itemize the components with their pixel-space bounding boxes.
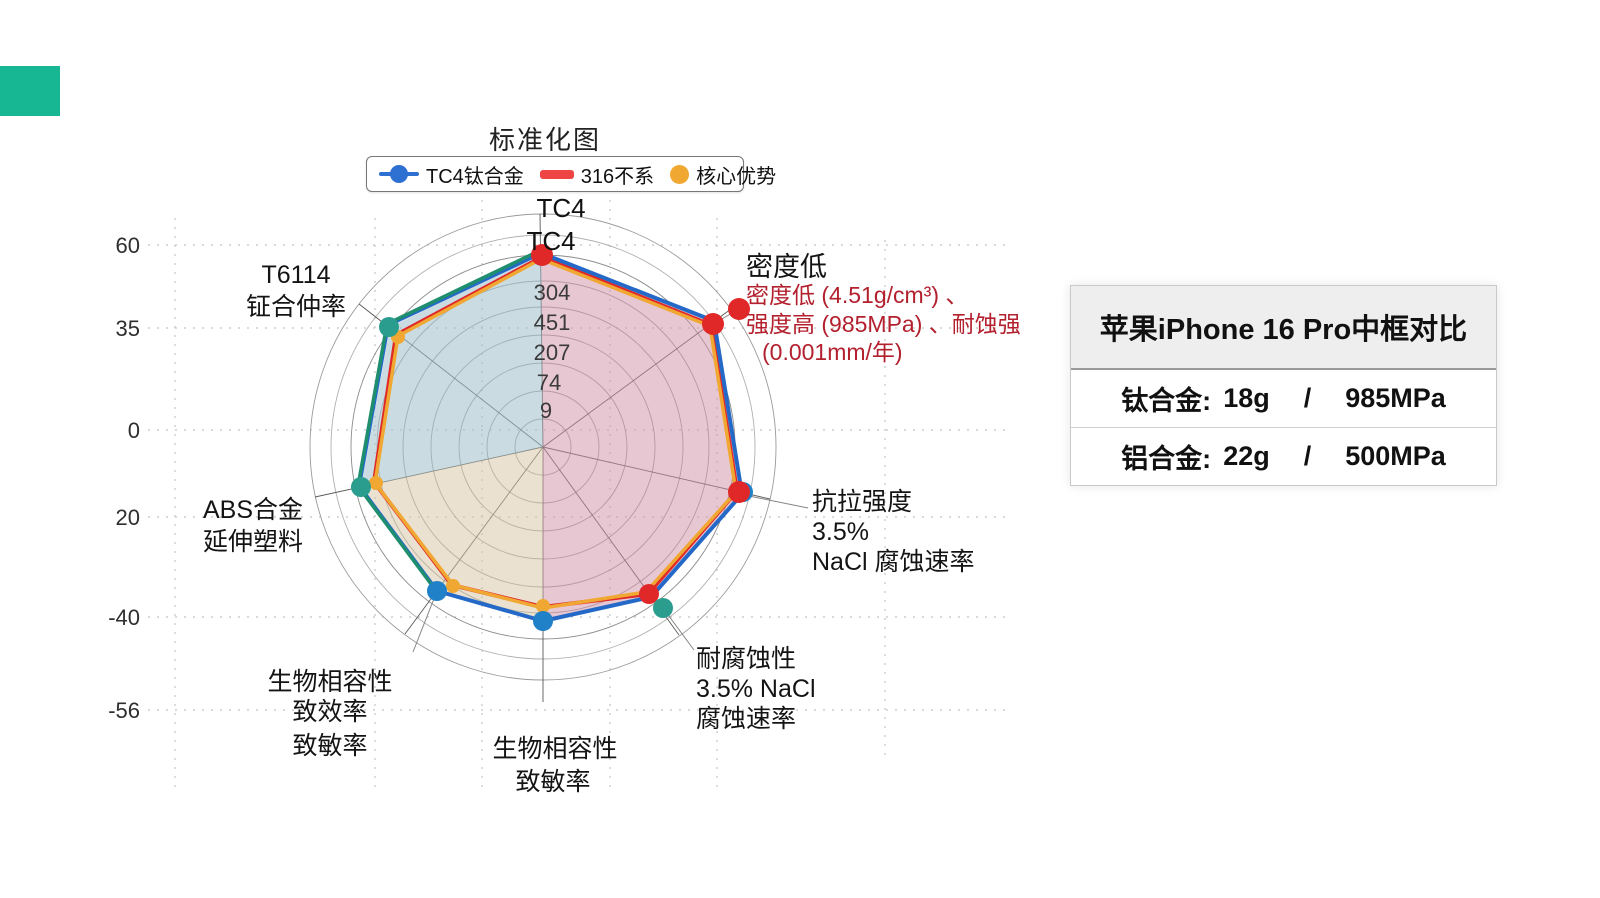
axis-label-left: 延伸塑料 — [203, 528, 303, 556]
axis-label-bottom: 致敏率 — [515, 768, 590, 796]
comparison-table-header: 苹果iPhone 16 Pro中框对比 — [1071, 286, 1496, 370]
axis-label-right: 3.5% — [812, 518, 869, 546]
row-strength: 500MPa — [1345, 441, 1446, 471]
row-separator: / — [1303, 383, 1312, 413]
axis-label-upper-left: T6114 — [261, 261, 330, 289]
chart-title: 标准化图 — [488, 125, 601, 155]
row-strength: 985MPa — [1345, 383, 1446, 413]
axis-label-bottom-left: 致敏率 — [292, 732, 367, 760]
radial-tick: 9 — [540, 398, 552, 423]
comparison-table: 苹果iPhone 16 Pro中框对比 钛合金: 18g / 985MPa 铝合… — [1070, 285, 1497, 486]
legend-item-core: 核心优势 — [670, 160, 776, 189]
series-green-line — [356, 248, 542, 590]
legend-item-tc4: TC4钛合金 — [379, 160, 524, 189]
marker-red — [702, 313, 724, 335]
axis-label-bottom-left: 致效率 — [292, 698, 367, 726]
leader-line — [412, 590, 438, 653]
axis-label-bottom: 生物相容性 — [492, 735, 617, 763]
marker-red — [728, 298, 750, 320]
annotation-line: 密度低 (4.51g/cm³) 、 — [746, 282, 968, 308]
marker-orange — [536, 599, 550, 613]
axis-label-upper-left: 钲合仲率 — [246, 293, 346, 321]
accent-block — [0, 66, 60, 116]
axis-label-upper-right: 密度低 — [746, 252, 827, 282]
axis-label-right: NaCl 腐蚀速率 — [812, 548, 975, 576]
legend-label-316: 316不系 — [580, 165, 655, 188]
marker-teal — [351, 477, 371, 497]
y-tick: -56 — [108, 698, 140, 723]
axis-label-right: 抗拉强度 — [812, 488, 912, 516]
marker-orange — [369, 476, 383, 490]
axis-label-bottom-left: 生物相容性 — [267, 668, 392, 696]
legend-label-tc4: TC4钛合金 — [426, 165, 524, 188]
axis-labels: T6114 钲合仲率 ABS合金 延伸塑料 生物相容性 致效率 致敏率 生物相容… — [203, 252, 975, 796]
marker-teal — [379, 317, 399, 337]
chart-legend: TC4钛合金 316不系 核心优势 — [366, 156, 776, 192]
red-dash-marker-icon — [539, 169, 574, 179]
marker-red — [531, 244, 553, 266]
radial-tick: 207 — [534, 340, 571, 365]
marker-blue — [427, 581, 447, 601]
legend-label-core: 核心优势 — [696, 165, 777, 188]
axis-label-lower-right: 耐腐蚀性 — [696, 645, 796, 673]
marker-red — [728, 481, 750, 503]
top-axis-label-outer: TC4 — [536, 193, 585, 223]
y-tick: 60 — [116, 233, 140, 258]
annotation-line: (0.001mm/年) — [762, 339, 903, 365]
marker-red — [639, 584, 659, 604]
top-axis-label-inner: TC4 — [526, 226, 575, 256]
fill-beige-wedge — [361, 447, 543, 621]
y-axis-tick-labels: 60 35 0 20 -40 -56 — [108, 233, 140, 723]
row-weight: 18g — [1223, 383, 1270, 413]
axis-label-lower-right: 3.5% NaCl — [696, 675, 816, 703]
marker-teal — [653, 598, 673, 618]
table-row: 钛合金: 18g / 985MPa — [1071, 370, 1496, 428]
blue-line-marker-icon — [379, 165, 419, 183]
y-tick: 35 — [116, 316, 140, 341]
annotation-red: 密度低 (4.51g/cm³) 、 强度高 (985MPa) 、耐蚀强 (0.0… — [746, 282, 1021, 365]
fill-blue-wedge — [361, 253, 543, 487]
table-row: 铝合金: 22g / 500MPa — [1071, 428, 1496, 485]
marker-orange — [446, 579, 460, 593]
dashed-grid — [148, 200, 1010, 790]
annotation-line: 强度高 (985MPa) 、耐蚀强 — [746, 311, 1021, 337]
fill-pink-wedge — [541, 253, 742, 621]
radial-tick: 451 — [534, 310, 571, 335]
axis-label-left: ABS合金 — [203, 496, 303, 524]
y-tick: -40 — [108, 605, 140, 630]
radial-tick: 304 — [534, 280, 571, 305]
radial-tick: 74 — [537, 370, 561, 395]
y-tick: 20 — [116, 505, 140, 530]
marker-blue — [533, 611, 553, 631]
y-tick: 0 — [128, 418, 140, 443]
legend-item-316: 316不系 — [539, 160, 655, 189]
radar-fills — [361, 253, 742, 621]
leader-line — [743, 494, 809, 509]
orange-dot-marker-icon — [670, 164, 690, 184]
row-material: 铝合金: — [1121, 444, 1212, 474]
row-separator: / — [1303, 441, 1312, 471]
radar-markers — [351, 244, 753, 631]
axis-label-lower-right: 腐蚀速率 — [696, 705, 796, 733]
row-weight: 22g — [1223, 441, 1270, 471]
radial-tick-labels: 304 451 207 74 9 — [534, 280, 571, 423]
row-material: 钛合金: — [1121, 386, 1212, 416]
